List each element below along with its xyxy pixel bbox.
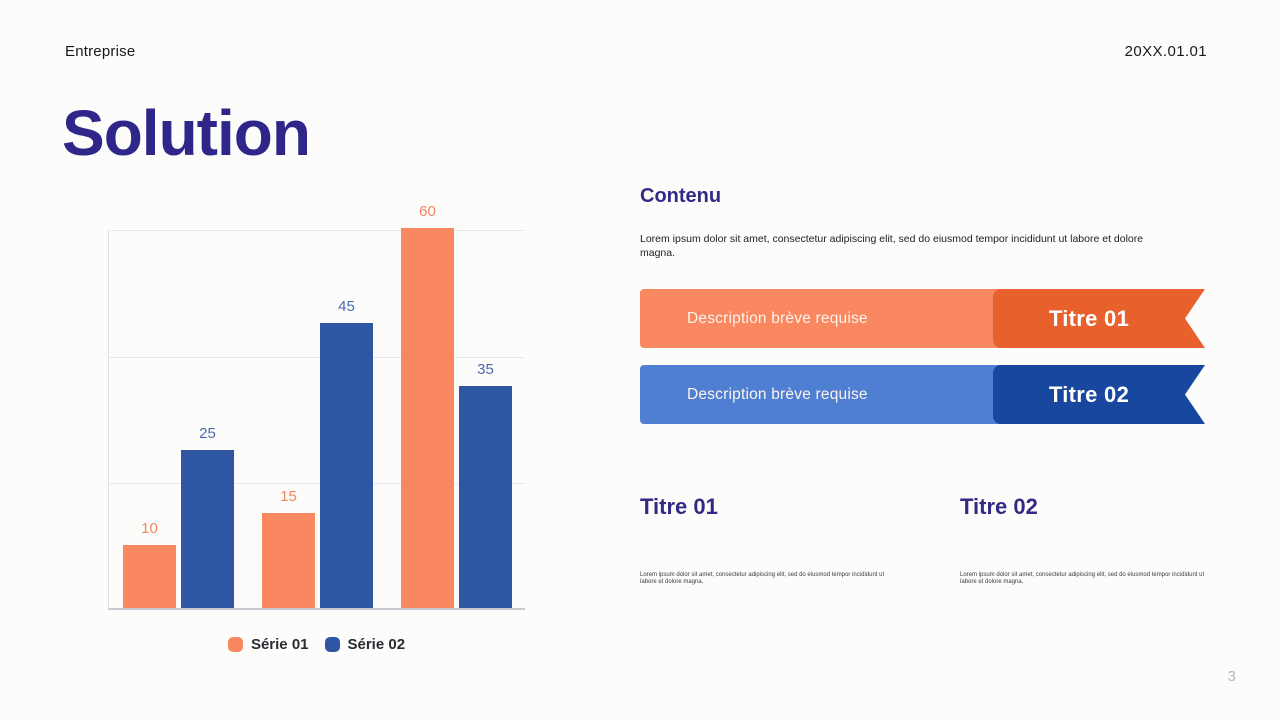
bar-value-label: 60 — [419, 203, 436, 220]
bar-group3-serie2 — [459, 386, 512, 608]
legend-swatch-serie2 — [324, 637, 340, 652]
bar-group1-serie2 — [181, 449, 234, 608]
legend-label-serie1: Série 01 — [250, 636, 309, 653]
bar-value-label: 35 — [477, 361, 494, 379]
bar-value-label: 45 — [338, 298, 355, 315]
legend-label-serie2: Série 02 — [347, 636, 406, 653]
section-titre-02-body: Lorem ipsum dolor sit amet, consectetur … — [960, 572, 1205, 586]
company-label: Entreprise — [65, 43, 136, 60]
bar-value-label: 25 — [199, 424, 216, 442]
gridline-60 — [109, 230, 525, 231]
bar-value-label: 15 — [280, 488, 297, 505]
section-titre-02-heading: Titre 02 — [960, 494, 1038, 519]
section-titre-01-body: Lorem ipsum dolor sit amet, consectetur … — [640, 572, 885, 586]
banner-titre-02-description: Description brève requise — [687, 385, 868, 403]
banner-titre-02-description-segment: Description brève requise — [640, 365, 1000, 424]
legend-item-serie2: Série 02 — [324, 636, 406, 653]
date-label: 20XX.01.01 — [1124, 43, 1207, 60]
bar-group2-serie2 — [320, 323, 373, 608]
gridline-40 — [109, 356, 525, 358]
banner-titre-01-ribbon: Titre 01 — [993, 289, 1205, 348]
bar-group3-serie1 — [401, 228, 454, 608]
banner-titre-01-description-segment: Description brève requise — [640, 289, 1000, 348]
banner-titre-02: Description brève requise Titre 02 — [640, 365, 1205, 424]
legend-swatch-serie1 — [227, 637, 243, 652]
banner-titre-01-description: Description brève requise — [687, 309, 868, 327]
chart-plot-area: 10 15 60 25 45 35 — [108, 203, 525, 610]
bar-group1-serie1 — [123, 544, 176, 608]
banner-titre-02-title: Titre 02 — [1048, 381, 1130, 407]
legend-item-serie1: Série 01 — [227, 636, 309, 653]
section-titre-01-heading: Titre 01 — [640, 494, 718, 519]
banner-titre-02-ribbon: Titre 02 — [993, 365, 1205, 424]
chart-legend: Série 01 Série 02 — [108, 636, 525, 653]
banner-titre-01: Description brève requise Titre 01 — [640, 289, 1205, 348]
content-heading: Contenu — [640, 185, 722, 207]
bar-group2-serie1 — [262, 513, 315, 608]
banner-titre-01-title: Titre 01 — [1048, 305, 1130, 331]
bar-chart: 10 15 60 25 45 35 Série 01 Série 02 — [108, 203, 525, 653]
bar-value-label: 10 — [141, 519, 158, 537]
content-body: Lorem ipsum dolor sit amet, consectetur … — [640, 233, 1144, 259]
gridline-20 — [109, 483, 525, 485]
page-title: Solution — [62, 97, 311, 169]
page-number: 3 — [1227, 668, 1236, 685]
